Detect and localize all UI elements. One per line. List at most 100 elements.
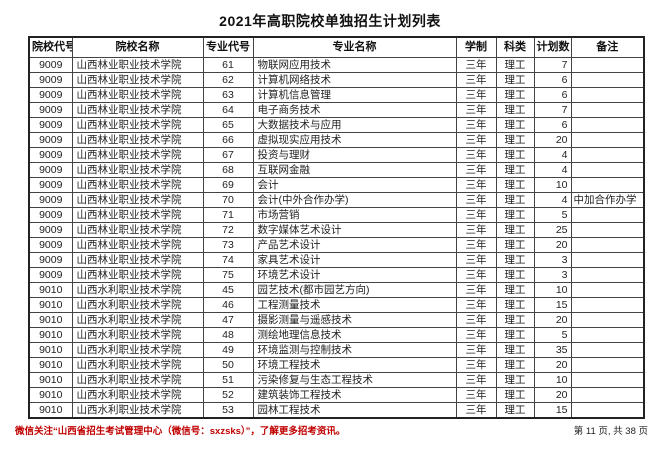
table-cell: 64	[202, 102, 254, 118]
table-row: 9010 山西水利职业技术学院 48 测绘地理信息技术 三年 理工 5	[28, 327, 645, 343]
table-cell: 山西林业职业技术学院	[71, 87, 204, 103]
table-cell: 环境监测与控制技术	[252, 342, 457, 358]
table-cell: 9009	[28, 237, 73, 253]
table-cell: 三年	[455, 57, 497, 73]
table-cell: 理工	[495, 357, 535, 373]
table-cell: 大数据技术与应用	[252, 117, 457, 133]
table-cell	[570, 342, 645, 358]
table-cell: 理工	[495, 312, 535, 328]
table-cell: 园艺技术(都市园艺方向)	[252, 282, 457, 298]
table-cell: 山西林业职业技术学院	[71, 102, 204, 118]
page-footer: 微信关注“山西省招生考试管理中心（微信号：sxzsks）”，了解更多招考资讯。 …	[15, 423, 648, 437]
table-cell: 70	[202, 192, 254, 208]
table-cell: 74	[202, 252, 254, 268]
table-cell: 9009	[28, 87, 73, 103]
table-cell: 三年	[455, 372, 497, 388]
table-cell: 理工	[495, 117, 535, 133]
table-cell	[570, 402, 645, 419]
table-cell	[570, 222, 645, 238]
table-cell: 9009	[28, 222, 73, 238]
table-cell: 63	[202, 87, 254, 103]
table-cell: 73	[202, 237, 254, 253]
column-header: 计划数	[533, 36, 572, 58]
table-cell: 理工	[495, 222, 535, 238]
table-cell: 20	[533, 312, 572, 328]
table-cell: 山西水利职业技术学院	[71, 282, 204, 298]
table-cell: 20	[533, 357, 572, 373]
table-cell: 理工	[495, 72, 535, 88]
table-cell	[570, 312, 645, 328]
table-row: 9009 山西林业职业技术学院 71 市场营销 三年 理工 5	[28, 207, 645, 223]
table-cell: 市场营销	[252, 207, 457, 223]
table-cell: 9010	[28, 342, 73, 358]
table-cell: 9009	[28, 207, 73, 223]
table-row: 9010 山西水利职业技术学院 45 园艺技术(都市园艺方向) 三年 理工 10	[28, 282, 645, 298]
table-cell: 山西水利职业技术学院	[71, 357, 204, 373]
table-cell: 三年	[455, 402, 497, 419]
table-cell: 会计	[252, 177, 457, 193]
table-row: 9009 山西林业职业技术学院 73 产品艺术设计 三年 理工 20	[28, 237, 645, 253]
table-cell: 山西水利职业技术学院	[71, 342, 204, 358]
table-row: 9010 山西水利职业技术学院 50 环境工程技术 三年 理工 20	[28, 357, 645, 373]
page-title: 2021年高职院校单独招生计划列表	[219, 13, 441, 29]
table-row: 9009 山西林业职业技术学院 61 物联网应用技术 三年 理工 7	[28, 57, 645, 73]
table-cell: 4	[533, 192, 572, 208]
table-cell: 山西水利职业技术学院	[71, 312, 204, 328]
table-cell: 三年	[455, 102, 497, 118]
table-cell: 15	[533, 297, 572, 313]
table-cell: 理工	[495, 387, 535, 403]
column-header: 院校代号	[28, 36, 73, 58]
table-cell	[570, 147, 645, 163]
table-cell	[570, 102, 645, 118]
table-cell	[570, 132, 645, 148]
wechat-notice: 微信关注“山西省招生考试管理中心（微信号：sxzsks）”，了解更多招考资讯。	[15, 426, 346, 437]
table-cell: 5	[533, 207, 572, 223]
table-cell: 三年	[455, 342, 497, 358]
table-cell	[570, 387, 645, 403]
table-cell: 66	[202, 132, 254, 148]
table-cell: 三年	[455, 312, 497, 328]
table-cell: 物联网应用技术	[252, 57, 457, 73]
table-cell: 山西水利职业技术学院	[71, 372, 204, 388]
table-cell: 3	[533, 252, 572, 268]
table-row: 9009 山西林业职业技术学院 62 计算机网络技术 三年 理工 6	[28, 72, 645, 88]
table-cell: 9009	[28, 147, 73, 163]
column-header: 专业代号	[202, 36, 254, 58]
table-cell	[570, 357, 645, 373]
table-row: 9010 山西水利职业技术学院 49 环境监测与控制技术 三年 理工 35	[28, 342, 645, 358]
table-cell: 建筑装饰工程技术	[252, 387, 457, 403]
table-cell: 山西水利职业技术学院	[71, 387, 204, 403]
table-cell: 理工	[495, 207, 535, 223]
table-row: 9010 山西水利职业技术学院 46 工程测量技术 三年 理工 15	[28, 297, 645, 313]
table-cell: 三年	[455, 162, 497, 178]
table-cell: 5	[533, 327, 572, 343]
table-cell: 7	[533, 57, 572, 73]
table-cell: 家具艺术设计	[252, 252, 457, 268]
table-cell: 20	[533, 132, 572, 148]
table-cell: 61	[202, 57, 254, 73]
table-cell: 理工	[495, 297, 535, 313]
table-cell: 山西林业职业技术学院	[71, 177, 204, 193]
table-cell: 理工	[495, 402, 535, 419]
table-cell: 三年	[455, 207, 497, 223]
table-row: 9009 山西林业职业技术学院 75 环境艺术设计 三年 理工 3	[28, 267, 645, 283]
table-cell: 山西林业职业技术学院	[71, 192, 204, 208]
table-cell: 山西林业职业技术学院	[71, 237, 204, 253]
table-cell: 6	[533, 117, 572, 133]
table-cell: 53	[202, 402, 254, 419]
table-cell: 9010	[28, 312, 73, 328]
table-cell: 9010	[28, 327, 73, 343]
table-cell: 10	[533, 372, 572, 388]
column-header: 科类	[495, 36, 535, 58]
table-row: 9009 山西林业职业技术学院 63 计算机信息管理 三年 理工 6	[28, 87, 645, 103]
table-cell: 三年	[455, 237, 497, 253]
table-cell: 园林工程技术	[252, 402, 457, 419]
table-cell	[570, 327, 645, 343]
table-header: 院校代号 院校名称 专业代号 专业名称 学制 科类 计划数 备注	[28, 36, 645, 58]
table-cell: 6	[533, 72, 572, 88]
table-cell: 9010	[28, 387, 73, 403]
table-cell: 理工	[495, 87, 535, 103]
table-cell	[570, 72, 645, 88]
table-cell: 理工	[495, 132, 535, 148]
table-cell: 山西水利职业技术学院	[71, 327, 204, 343]
